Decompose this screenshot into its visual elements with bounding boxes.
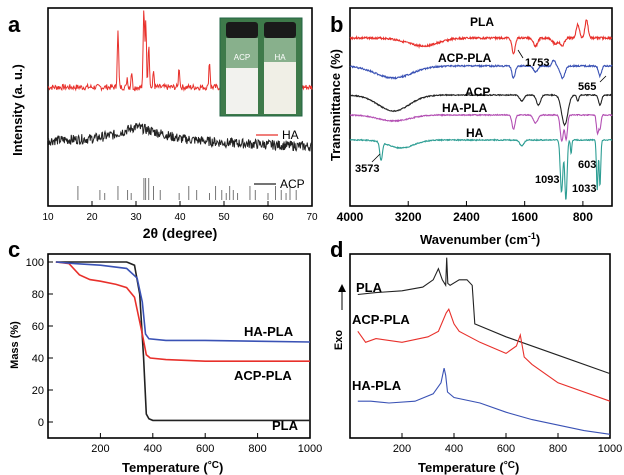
- series-line-acp-pla-dsc: [357, 308, 611, 402]
- series-line-ha-pla-dsc: [357, 367, 611, 435]
- a-xtick-label-60: 60: [262, 212, 274, 223]
- panel-d-frame: [349, 253, 611, 439]
- panel-d-xlabel: Temperature (°C): [418, 460, 519, 475]
- c-xtick-label-200: 200: [91, 443, 109, 455]
- c-ytick-label-60: 60: [32, 321, 44, 333]
- c-ytick-label-0: 0: [38, 417, 44, 429]
- series-label-pla-tga: PLA: [272, 418, 299, 433]
- panel-b-ylabel: Transmittance (%): [328, 49, 343, 161]
- d-xtick-label-600: 600: [497, 443, 515, 455]
- series-label-ha-pla-ftir: HA-PLA: [442, 101, 488, 115]
- panel-label-d: d: [330, 237, 343, 262]
- vial-label-acp: ACP: [234, 53, 250, 62]
- panel-label-c: c: [8, 237, 20, 262]
- c-xtick-label-400: 400: [144, 443, 162, 455]
- panel-label-a: a: [8, 12, 21, 37]
- b-xtick-label-1600: 1600: [511, 210, 538, 224]
- series-line-ha-pla-tga: [55, 261, 311, 343]
- c-ytick-label-80: 80: [32, 289, 44, 301]
- series-line-ha-pla-ftir: [349, 113, 613, 143]
- series-label-acp-ftir: ACP: [465, 85, 490, 99]
- series-line-acp-pla-ftir: [349, 59, 613, 80]
- series-line-pla-tga: [55, 261, 310, 422]
- series-label-ha-ftir: HA: [466, 126, 484, 140]
- vial-suspension-acp: [226, 68, 258, 114]
- panel-a-reference-peaks: [77, 178, 297, 200]
- c-xtick-label-600: 600: [196, 443, 214, 455]
- d-xtick-label-800: 800: [549, 443, 567, 455]
- c-ytick-label-40: 40: [32, 353, 44, 365]
- panel-a-xlabel: 2θ (degree): [143, 225, 217, 241]
- d-xtick-label-200: 200: [393, 443, 411, 455]
- a-xtick-label-10: 10: [42, 212, 54, 223]
- legend-label-ha: HA: [282, 128, 299, 142]
- annotation-3573: 3573: [355, 163, 379, 175]
- d-xtick-label-1000: 1000: [598, 443, 622, 455]
- annotation-1753: 1753: [525, 57, 549, 69]
- panel-c-ticks: 200 400 600 800 1000 0 20 40 60 80 100: [26, 257, 323, 455]
- panel-d-ylabel: Exo: [333, 330, 345, 350]
- panel-b-frame: [349, 7, 613, 207]
- b-xtick-label-3200: 3200: [395, 210, 422, 224]
- b-xtick-label-800: 800: [573, 210, 593, 224]
- a-xtick-label-50: 50: [218, 212, 230, 223]
- series-line-acp-pla-tga: [55, 261, 310, 363]
- b-xtick-label-2400: 2400: [453, 210, 480, 224]
- panel-d-dsc: d 200 400 600 800 1000 PLA ACP-PLA HA-PLA Ex…: [330, 237, 622, 475]
- c-ytick-label-20: 20: [32, 385, 44, 397]
- panel-a-xticks: 10 20 30 40 50 60 70: [42, 201, 318, 223]
- panel-b-xticks: 4000 3200 2400 1600 800: [337, 201, 593, 224]
- series-label-acp-pla-ftir: ACP-PLA: [438, 51, 492, 65]
- annotation-1093: 1093: [535, 174, 559, 186]
- vial-label-ha: HA: [274, 53, 286, 62]
- a-xtick-label-30: 30: [130, 212, 142, 223]
- a-xtick-label-20: 20: [86, 212, 98, 223]
- series-label-ha-pla-dsc: HA-PLA: [352, 378, 402, 393]
- panel-c-tga: c 200 400 600 800 1000 0 20 40 60 80 100 HA-PLA AC…: [8, 237, 322, 475]
- panel-c-xlabel: Temperature (°C): [122, 460, 223, 475]
- series-label-acp-pla-tga: ACP-PLA: [234, 368, 292, 383]
- a-xtick-label-40: 40: [174, 212, 186, 223]
- annotation-565: 565: [578, 81, 596, 93]
- series-line-pla-dsc: [357, 257, 611, 375]
- panel-a-xrd: a 10 20 30 40 50 60 70 HA ACP ACP HA Intensity…: [8, 7, 318, 241]
- vial-suspension-ha: [264, 62, 296, 114]
- series-label-ha-pla-tga: HA-PLA: [244, 324, 294, 339]
- panel-b-ftir: b 4000 3200 2400 1600 800 PLA ACP-PLA ACP HA…: [328, 7, 613, 247]
- series-label-pla-ftir: PLA: [470, 15, 494, 29]
- series-line-acp-ftir: [349, 93, 613, 127]
- exo-arrowhead-icon: [338, 284, 346, 292]
- d-xtick-label-400: 400: [445, 443, 463, 455]
- c-xtick-label-800: 800: [248, 443, 266, 455]
- panel-b-xlabel: Wavenumber (cm-1): [420, 231, 540, 247]
- legend-label-acp: ACP: [280, 177, 305, 191]
- panel-c-frame: [47, 253, 311, 439]
- series-line-ha-ftir: [349, 138, 612, 200]
- a-xtick-label-70: 70: [306, 212, 318, 223]
- panel-d-ticks: 200 400 600 800 1000: [393, 433, 622, 455]
- vial-cap-acp: [226, 22, 258, 38]
- annotation-603: 603: [578, 159, 596, 171]
- panel-a-ylabel: Intensity (a. u.): [10, 64, 25, 156]
- series-label-pla-dsc: PLA: [356, 280, 383, 295]
- series-line-pla-ftir: [349, 19, 613, 55]
- panel-label-b: b: [330, 12, 343, 37]
- vial-cap-ha: [264, 22, 296, 38]
- c-ytick-label-100: 100: [26, 257, 44, 269]
- inset-vial-photo: ACP HA: [219, 17, 303, 117]
- series-label-acp-pla-dsc: ACP-PLA: [352, 312, 410, 327]
- annotation-1033: 1033: [572, 183, 596, 195]
- c-xtick-label-1000: 1000: [298, 443, 322, 455]
- panel-c-ylabel: Mass (%): [9, 321, 21, 369]
- series-line-acp: [47, 122, 313, 152]
- b-xtick-label-4000: 4000: [337, 210, 364, 224]
